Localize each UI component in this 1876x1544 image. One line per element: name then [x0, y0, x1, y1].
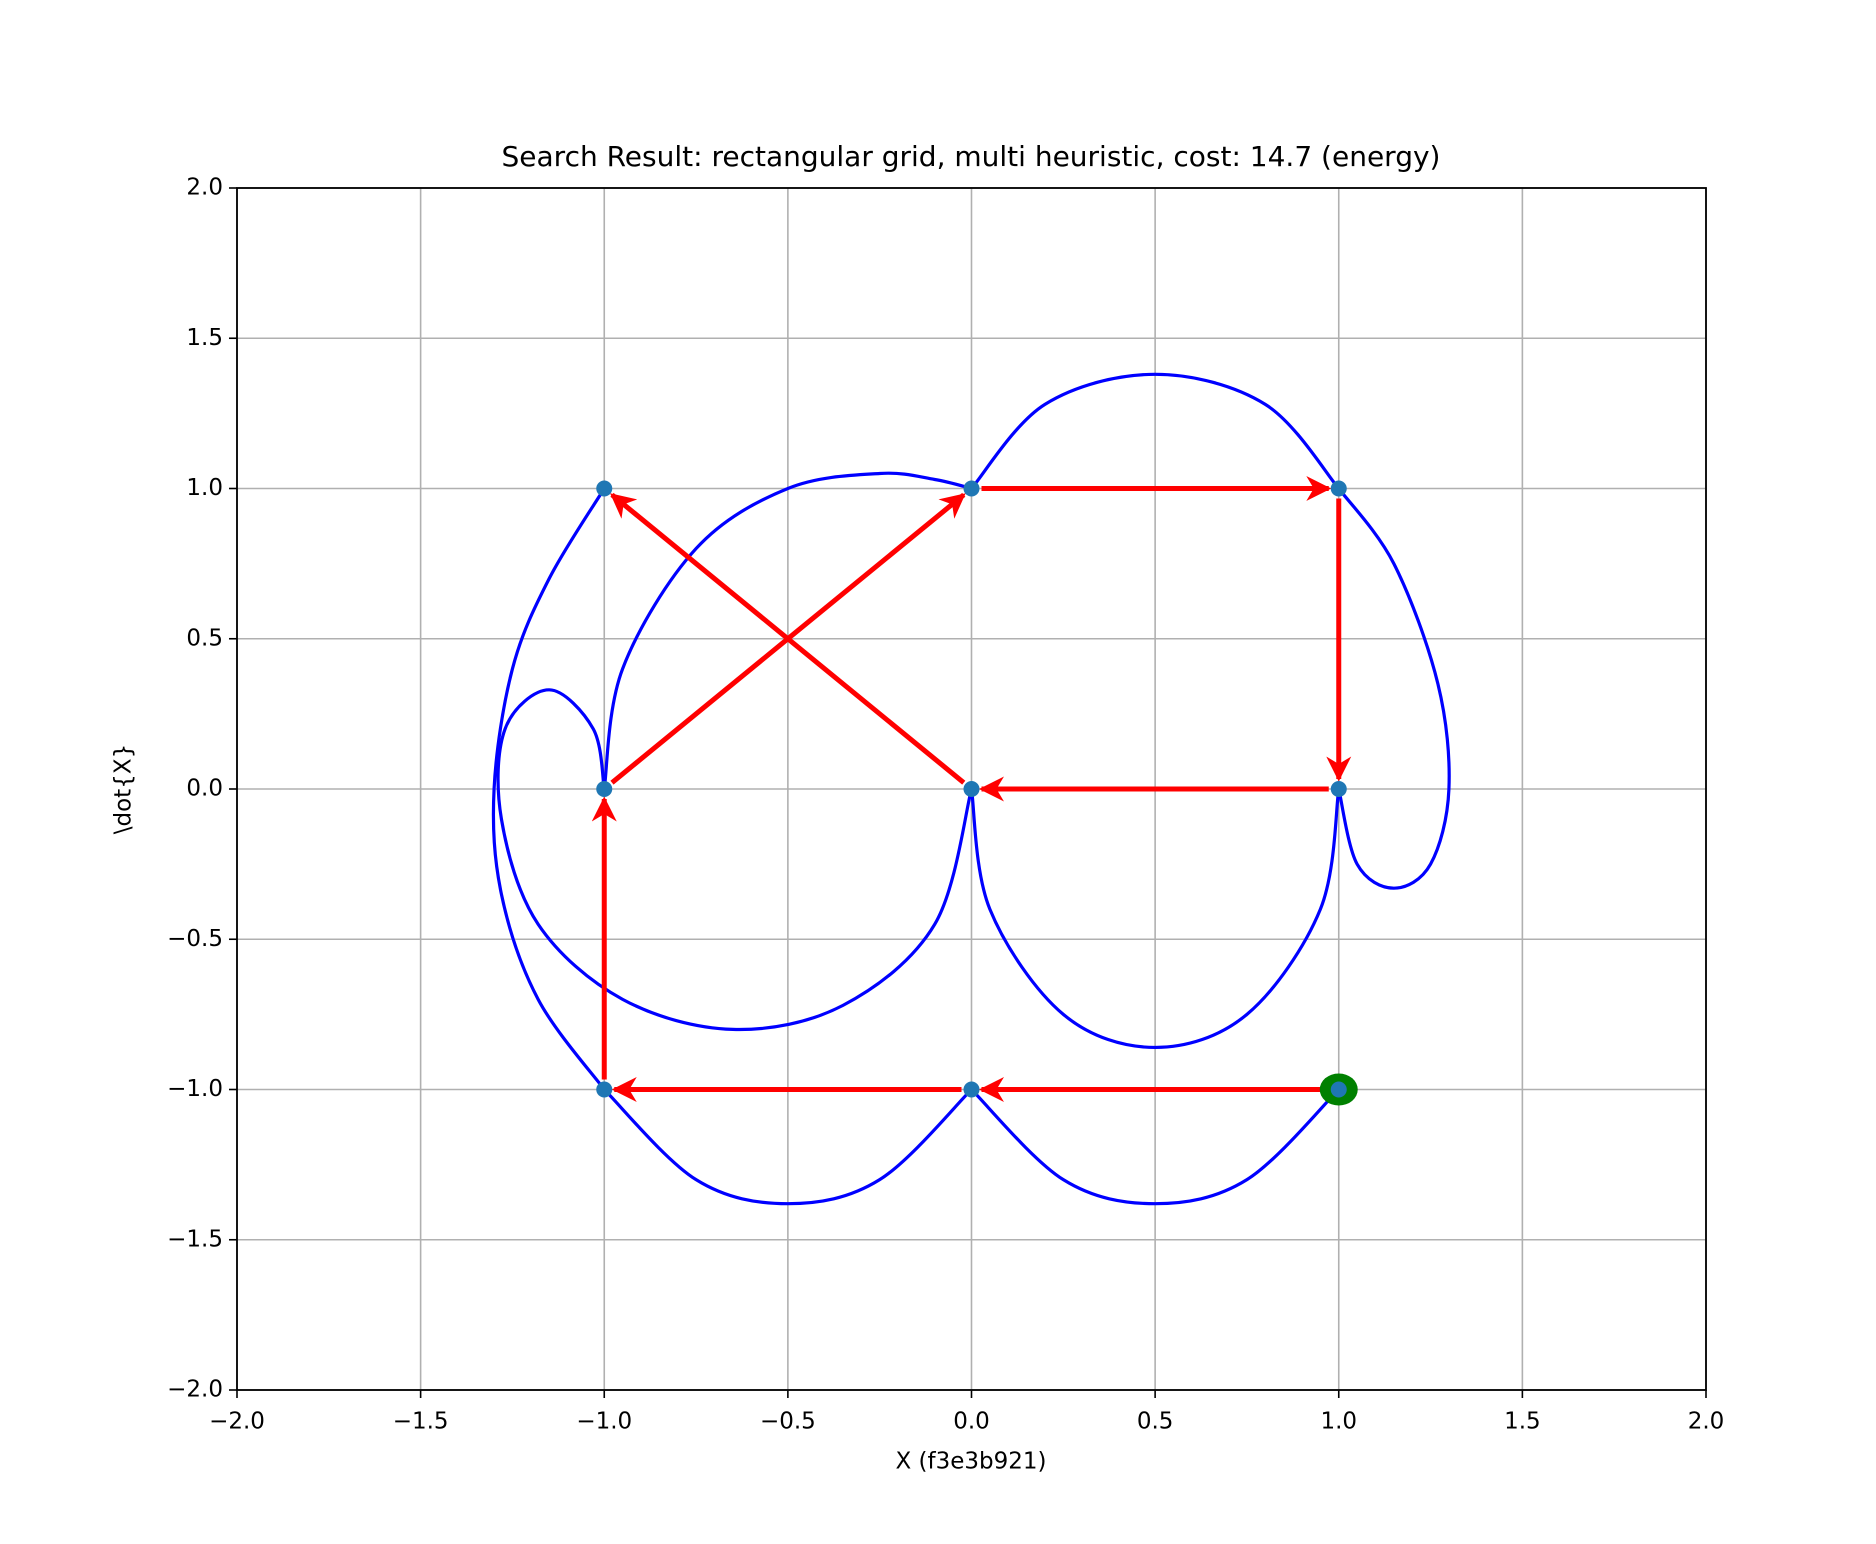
node [963, 1081, 980, 1098]
node [1330, 480, 1347, 497]
x-tick-label: −1.5 [393, 1409, 449, 1435]
chart-title: Search Result: rectangular grid, multi h… [502, 140, 1441, 173]
y-tick-label: 0.0 [186, 776, 223, 802]
node [1330, 781, 1347, 797]
y-tick-label: 2.0 [186, 175, 223, 201]
x-tick-label: 2.0 [1688, 1409, 1725, 1435]
node [1330, 1081, 1347, 1098]
y-tick-label: 1.5 [186, 325, 223, 351]
node [963, 781, 980, 797]
trajectory-curve [970, 372, 1340, 490]
x-tick-label: −1.0 [576, 1409, 632, 1435]
node [596, 1081, 613, 1098]
node [596, 480, 613, 497]
x-tick-label: 1.0 [1320, 1409, 1357, 1435]
x-tick-label: 1.5 [1504, 1409, 1541, 1435]
plot-frame [236, 187, 1707, 1391]
y-tick-label: −1.5 [167, 1226, 223, 1252]
x-axis-label: X (f3e3b921) [895, 1449, 1046, 1475]
y-tick-label: −0.5 [167, 926, 223, 952]
trajectory-curve [969, 788, 1341, 1050]
y-tick-label: 0.5 [186, 625, 223, 651]
y-tick-label: −2.0 [167, 1377, 223, 1403]
x-tick-label: 0.0 [953, 1409, 990, 1435]
trajectory-curve [1337, 487, 1451, 890]
x-tick-label: 0.5 [1137, 1409, 1174, 1435]
arrow [610, 492, 966, 785]
trajectory-curve [970, 1088, 1340, 1206]
x-tick-label: −0.5 [760, 1409, 816, 1435]
node [963, 480, 980, 497]
trajectory-curve [496, 688, 974, 1032]
node [596, 781, 613, 797]
y-axis-label: \dot{X} [111, 744, 137, 834]
trajectory-curve [602, 471, 972, 790]
trajectory-curve [491, 487, 606, 1091]
y-tick-label: 1.0 [186, 475, 223, 501]
y-tick-label: −1.0 [167, 1076, 223, 1102]
x-tick-label: −2.0 [209, 1409, 265, 1435]
trajectory-curve [603, 1088, 973, 1206]
